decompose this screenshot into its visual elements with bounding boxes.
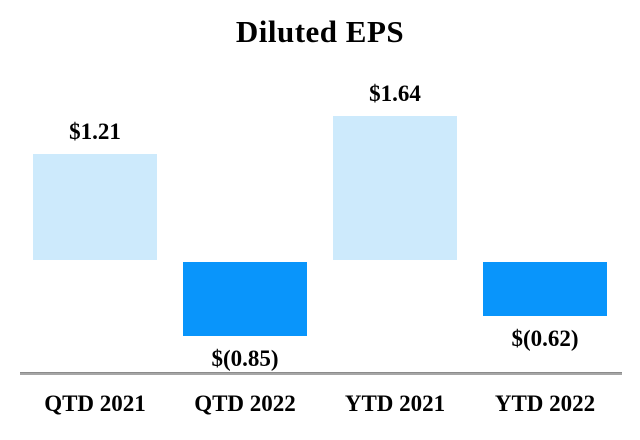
category-label-ytd-2022: YTD 2022: [494, 391, 596, 416]
value-label-ytd-2022: $(0.62): [511, 326, 579, 351]
category-label-qtd-2022: QTD 2022: [194, 391, 296, 416]
value-label-qtd-2021: $1.21: [69, 119, 121, 144]
bar-ytd-2022: [483, 262, 607, 316]
bar-qtd-2021: [33, 154, 157, 260]
category-label-ytd-2021: YTD 2021: [344, 391, 446, 416]
value-label-ytd-2021: $1.64: [369, 81, 421, 106]
x-axis-line: [20, 372, 622, 375]
bar-qtd-2022: [183, 262, 307, 336]
value-label-qtd-2022: $(0.85): [211, 346, 279, 371]
chart-title: Diluted EPS: [235, 14, 405, 49]
bar-ytd-2021: [333, 116, 457, 260]
category-label-qtd-2021: QTD 2021: [44, 391, 146, 416]
